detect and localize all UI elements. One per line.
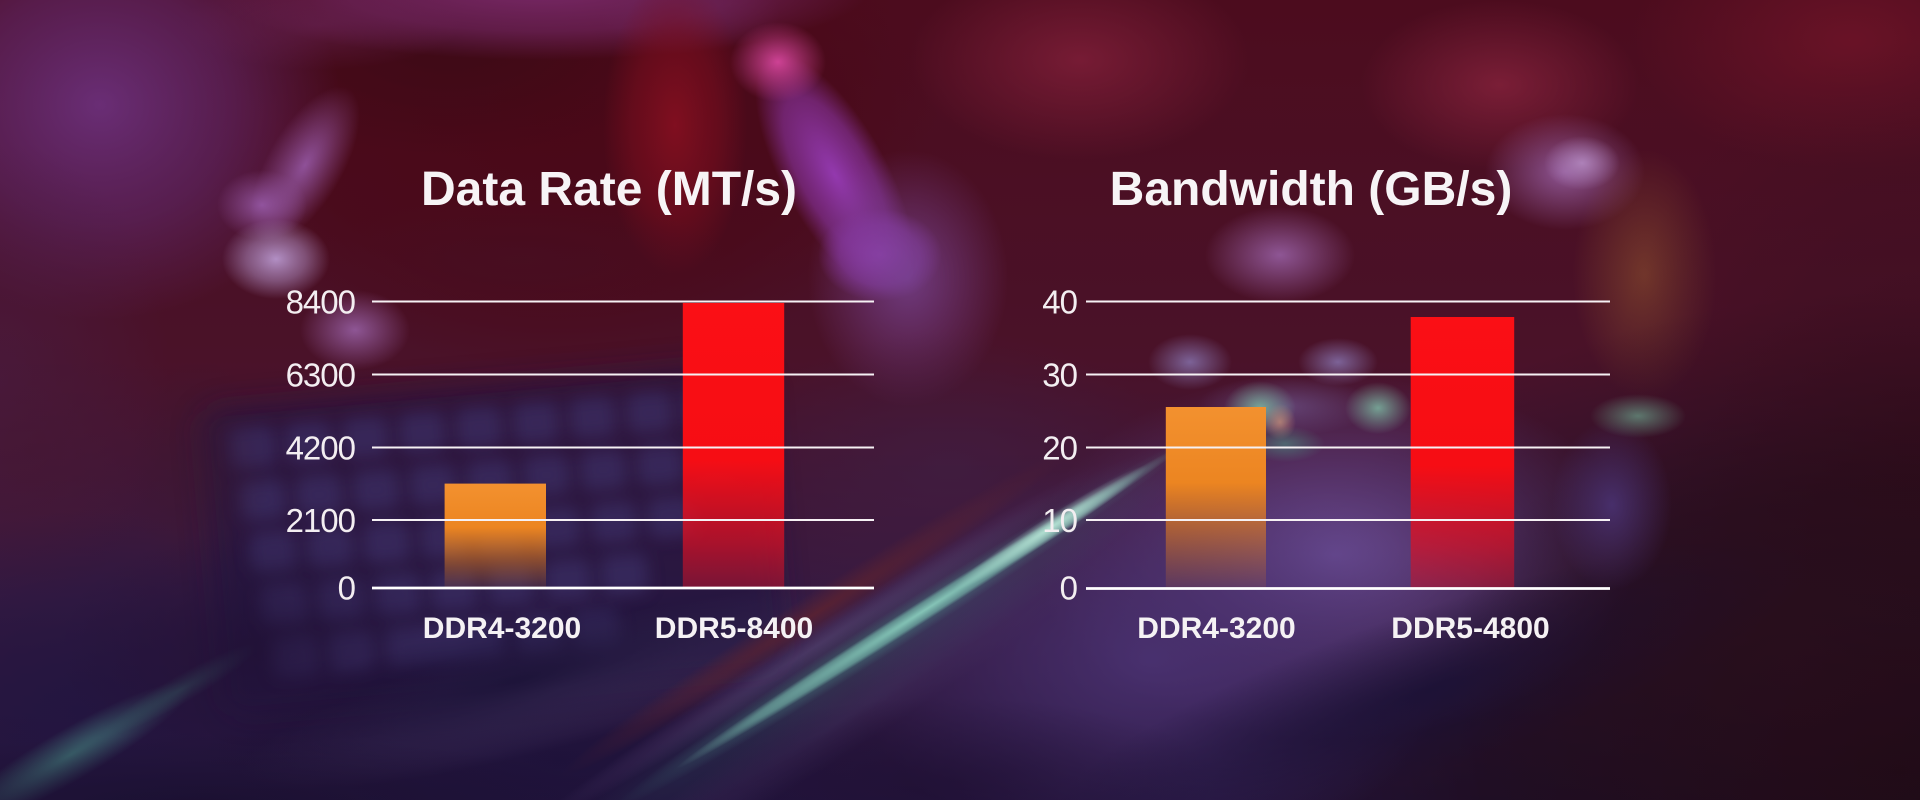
svg-text:30: 30 [1042,357,1077,394]
svg-text:10: 10 [1042,502,1077,539]
svg-text:DDR4-3200: DDR4-3200 [423,612,581,645]
svg-text:6300: 6300 [286,357,356,394]
svg-text:Data Rate (MT/s): Data Rate (MT/s) [421,163,797,216]
svg-text:0: 0 [338,570,356,607]
svg-text:8400: 8400 [286,284,356,321]
svg-text:DDR5-4800: DDR5-4800 [1391,612,1549,645]
svg-text:20: 20 [1042,430,1077,467]
svg-text:2100: 2100 [286,502,356,539]
svg-text:DDR5-8400: DDR5-8400 [655,612,813,645]
svg-text:DDR4-3200: DDR4-3200 [1137,612,1295,645]
svg-text:4200: 4200 [286,430,356,467]
svg-text:40: 40 [1042,284,1077,321]
svg-text:0: 0 [1060,570,1078,607]
svg-text:Bandwidth (GB/s): Bandwidth (GB/s) [1110,163,1513,216]
